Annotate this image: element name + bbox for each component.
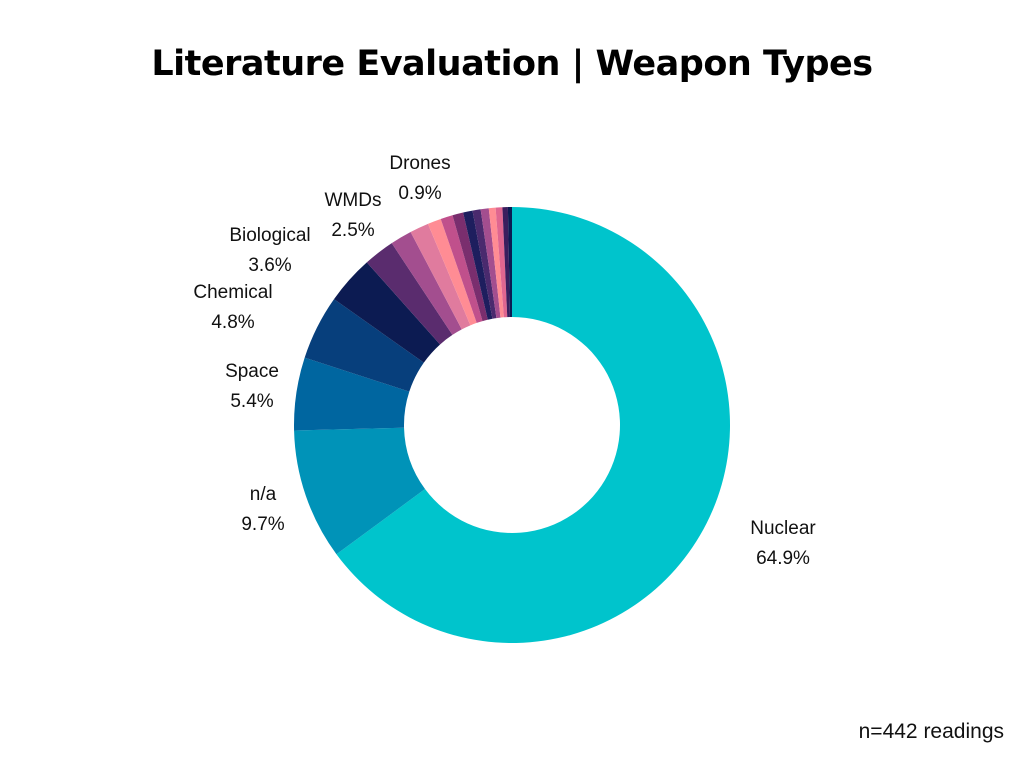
label-biological-value: 3.6% <box>248 255 291 276</box>
slice-minor-17 <box>507 207 512 318</box>
slice-minor-5 <box>366 243 453 345</box>
slice-minor-9 <box>440 215 483 323</box>
sample-size-note: n=442 readings <box>858 720 1004 743</box>
slice-minor-13 <box>480 208 501 319</box>
label-n-a-name: n/a <box>250 484 277 505</box>
slice-chemical <box>304 299 424 392</box>
slice-n-a <box>294 427 426 555</box>
label-n-a-value: 9.7% <box>241 514 284 535</box>
slice-minor-7 <box>410 223 471 330</box>
slice-space <box>294 357 410 431</box>
label-wmds-name: WMDs <box>325 190 382 211</box>
label-chemical-value: 4.8% <box>211 312 254 333</box>
slice-nuclear <box>336 207 730 643</box>
label-drones-value: 0.9% <box>398 183 441 204</box>
label-wmds-value: 2.5% <box>331 220 374 241</box>
slice-minor-6 <box>391 232 462 335</box>
label-chemical-name: Chemical <box>193 282 272 303</box>
slice-minor-12 <box>472 209 497 319</box>
label-drones-name: Drones <box>389 153 450 174</box>
slice-minor-8 <box>427 218 477 326</box>
label-biological-name: Biological <box>229 225 310 246</box>
slice-minor-15 <box>495 207 508 318</box>
slice-minor-11 <box>463 210 493 320</box>
slice-labels: Nuclear 64.9% n/a 9.7% Space 5.4% Chemical 4.8%… <box>193 153 816 569</box>
donut-slices <box>294 207 730 643</box>
slice-minor-10 <box>452 212 488 322</box>
label-nuclear-value: 64.9% <box>756 548 810 569</box>
slice-minor-14 <box>488 207 504 318</box>
slice-minor-16 <box>502 207 510 318</box>
label-space-value: 5.4% <box>230 391 273 412</box>
chart-title: Literature Evaluation | Weapon Types <box>151 44 873 84</box>
label-nuclear-name: Nuclear <box>750 518 816 539</box>
slice-biological <box>334 262 441 363</box>
label-space-name: Space <box>225 361 279 382</box>
